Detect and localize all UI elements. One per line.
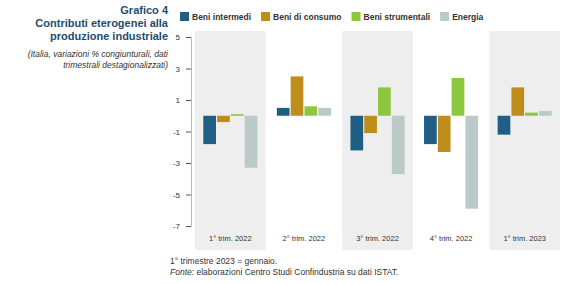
x-tick: 1° trim. 2023 xyxy=(503,234,546,243)
x-tick-label: 1° trim. 2023 xyxy=(503,234,546,243)
bar xyxy=(392,116,405,174)
y-tick: -1 xyxy=(173,128,191,137)
bar xyxy=(511,87,524,115)
band xyxy=(342,31,413,250)
text-line: (Italia, variazioni % congiunturali, dat… xyxy=(28,49,169,59)
y-tick-label: -1 xyxy=(173,128,181,137)
wrapped-text: Contributi eterogenei allaproduzione ind… xyxy=(35,17,169,42)
notes: 1° trimestre 2023 = gennaio.Fonte: elabo… xyxy=(170,256,398,277)
y-tick: 5 xyxy=(176,33,191,42)
y-tick: -3 xyxy=(173,159,191,168)
legend-label: Beni di consumo xyxy=(273,12,341,22)
legend: Beni intermedi Beni di consumo Beni strume… xyxy=(180,12,484,22)
bar xyxy=(245,116,258,168)
legend-item: Beni strumentali xyxy=(352,12,431,22)
y-tick-label: 5 xyxy=(176,33,181,42)
y-tick-mark xyxy=(186,100,191,101)
bar xyxy=(465,116,478,209)
bar xyxy=(217,116,230,122)
bar xyxy=(291,76,304,115)
x-tick-label: 2° trim. 2022 xyxy=(283,234,326,243)
bar xyxy=(350,116,363,151)
chart: Grafico 4Contributi eterogenei allaprodu… xyxy=(0,0,566,284)
bar xyxy=(525,113,538,116)
bars xyxy=(203,76,551,208)
x-tick-label: 1° trim. 2022 xyxy=(209,234,252,243)
y-axis: -7 -5 -3 -1 1 3 5 xyxy=(173,33,192,231)
y-tick-mark xyxy=(186,195,191,196)
text-line: produzione industriale xyxy=(50,30,168,42)
x-axis: 1° trim. 2022 2° trim. 2022 3° trim. 2022 4… xyxy=(209,234,546,243)
title: Contributi eterogenei allaproduzione ind… xyxy=(35,17,169,42)
bar xyxy=(378,87,391,115)
bar xyxy=(203,116,216,144)
wrapped-text: (Italia, variazioni % congiunturali, dat… xyxy=(28,49,169,70)
bar xyxy=(318,108,331,116)
y-tick-mark xyxy=(186,132,191,133)
legend-label: Beni strumentali xyxy=(364,12,431,22)
note: Fonte: elaborazioni Centro Studi Confind… xyxy=(170,267,398,277)
y-tick: 1 xyxy=(176,96,191,105)
y-tick-mark xyxy=(186,69,191,70)
note: 1° trimestre 2023 = gennaio. xyxy=(170,256,277,266)
text-line: Contributi eterogenei alla xyxy=(35,17,169,29)
legend-swatch xyxy=(440,12,449,21)
band xyxy=(489,31,560,250)
bands xyxy=(195,31,560,250)
y-tick-label: -3 xyxy=(173,159,181,168)
y-tick-label: 3 xyxy=(176,65,181,74)
header: Grafico 4Contributi eterogenei allaprodu… xyxy=(28,4,169,70)
y-tick: 3 xyxy=(176,65,191,74)
y-tick-mark xyxy=(186,226,191,227)
x-tick-label: 4° trim. 2022 xyxy=(430,234,473,243)
y-tick-label: 1 xyxy=(176,96,181,105)
y-tick-mark xyxy=(186,163,191,164)
legend-label: Beni intermedi xyxy=(192,12,251,22)
x-tick: 1° trim. 2022 xyxy=(209,234,252,243)
bar xyxy=(304,106,317,115)
legend-swatch xyxy=(180,12,189,21)
y-tick-mark xyxy=(186,37,191,38)
text-line: trimestrali destagionalizzati) xyxy=(63,60,168,70)
legend-item: Beni intermedi xyxy=(180,12,251,22)
y-axis-line xyxy=(186,38,192,227)
legend-swatch xyxy=(352,12,361,21)
subtitle: (Italia, variazioni % congiunturali, dat… xyxy=(28,49,169,70)
bar xyxy=(438,116,451,152)
y-tick-label: -5 xyxy=(173,191,181,200)
y-tick-label: -7 xyxy=(173,222,181,231)
legend-item: Energia xyxy=(440,12,483,22)
bar xyxy=(231,114,244,116)
x-tick: 3° trim. 2022 xyxy=(356,234,399,243)
note-part: elaborazioni Centro Studi Confindustria … xyxy=(194,267,398,277)
x-tick: 2° trim. 2022 xyxy=(283,234,326,243)
band xyxy=(195,31,266,250)
legend-item: Beni di consumo xyxy=(261,12,341,22)
bar xyxy=(539,111,552,116)
y-tick: -7 xyxy=(173,222,191,231)
note-part: Fonte: xyxy=(170,267,195,277)
bar xyxy=(452,78,465,116)
x-tick-label: 3° trim. 2022 xyxy=(356,234,399,243)
y-tick: -5 xyxy=(173,191,191,200)
x-tick: 4° trim. 2022 xyxy=(430,234,473,243)
legend-label: Energia xyxy=(452,12,483,22)
bar xyxy=(498,116,511,135)
legend-swatch xyxy=(261,12,270,21)
bar xyxy=(364,116,377,133)
bar xyxy=(424,116,437,144)
figure-label: Grafico 4 xyxy=(120,4,169,16)
bar xyxy=(277,108,290,116)
